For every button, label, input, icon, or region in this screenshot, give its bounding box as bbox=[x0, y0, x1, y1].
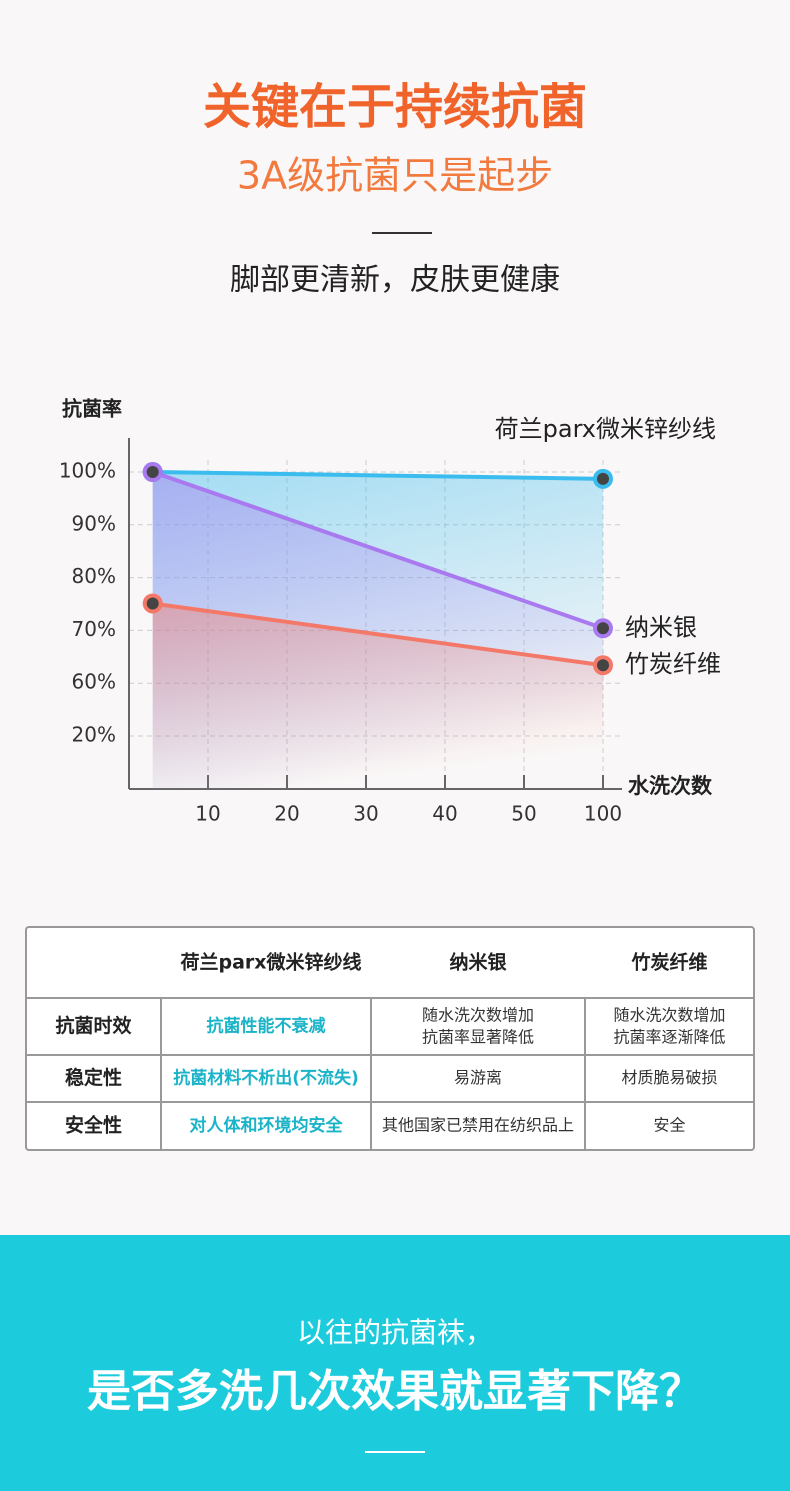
x-tick-label: 30 bbox=[353, 802, 378, 826]
table-cell: 安全 bbox=[653, 1116, 685, 1135]
series-line bbox=[152, 470, 604, 631]
table-header: 竹炭纤维 bbox=[630, 951, 707, 974]
x-tick-label: 20 bbox=[274, 802, 299, 826]
series-line bbox=[152, 601, 604, 668]
table-cell: 对人体和环境均安全 bbox=[190, 1115, 344, 1136]
data-point-core bbox=[597, 622, 609, 635]
table-header: 纳米银 bbox=[449, 951, 507, 974]
table-cell: 稳定性 bbox=[65, 1066, 122, 1089]
table-cell: 随水洗次数增加抗菌率显著降低 bbox=[422, 1005, 534, 1046]
footer-line: 以往的抗菌袜， bbox=[297, 1316, 493, 1349]
data-point-core bbox=[146, 466, 159, 478]
data-point-core bbox=[146, 597, 159, 610]
series-line bbox=[152, 470, 604, 481]
x-tick-label: 100 bbox=[584, 802, 622, 826]
table-cell: 材质脆易破损 bbox=[621, 1068, 717, 1087]
table-cell: 抗菌时效 bbox=[55, 1014, 131, 1037]
footer-headline: 是否多洗几次效果就显著下降？ bbox=[87, 1366, 703, 1417]
table-header: 荷兰parx微米锌纱线 bbox=[180, 951, 361, 974]
y-tick-label: 90% bbox=[72, 511, 116, 535]
table-cell: 易游离 bbox=[454, 1068, 502, 1087]
y-tick-label: 70% bbox=[72, 617, 116, 641]
table-cell: 随水洗次数增加抗菌率逐渐降低 bbox=[613, 1005, 725, 1046]
title: 关键在于持续抗菌 bbox=[203, 79, 587, 135]
x-tick-label: 50 bbox=[511, 802, 536, 826]
series-label: 纳米银 bbox=[625, 613, 697, 641]
table-cell: 抗菌材料不析出(不流失) bbox=[173, 1068, 359, 1089]
table-cell: 其他国家已禁用在纺织品上 bbox=[382, 1116, 574, 1135]
data-point-core bbox=[597, 659, 609, 672]
tagline: 脚部更清新，皮肤更健康 bbox=[230, 263, 560, 298]
y-tick-label: 100% bbox=[59, 459, 116, 483]
series-label: 荷兰parx微米锌纱线 bbox=[495, 415, 716, 443]
data-point-core bbox=[597, 472, 609, 485]
series-label: 竹炭纤维 bbox=[625, 650, 721, 678]
table-cell: 安全性 bbox=[65, 1114, 122, 1137]
table-cell: 抗菌性能不衰减 bbox=[207, 1016, 326, 1037]
x-tick-label: 10 bbox=[195, 802, 220, 826]
table-frame bbox=[25, 926, 755, 1151]
x-tick-label: 40 bbox=[432, 802, 457, 826]
y-tick-label: 60% bbox=[72, 670, 116, 694]
footer-band bbox=[0, 1235, 790, 1491]
y-tick-label: 80% bbox=[72, 564, 116, 588]
y-axis-label: 抗菌率 bbox=[62, 397, 122, 421]
subtitle: 3A级抗菌只是起步 bbox=[237, 154, 553, 198]
x-axis-label: 水洗次数 bbox=[628, 774, 713, 798]
y-tick-label: 20% bbox=[72, 723, 116, 747]
